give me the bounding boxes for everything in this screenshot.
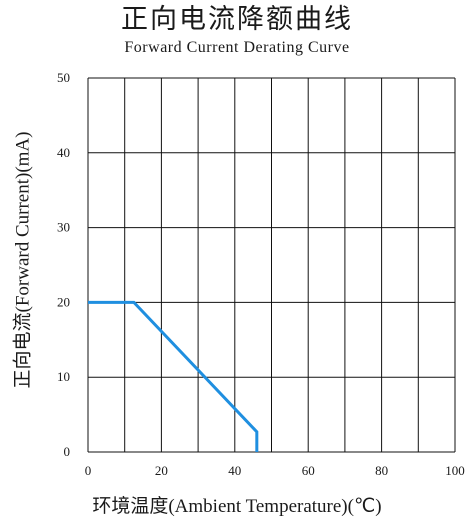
x-tick-label: 40 [228,463,241,478]
x-axis-label: 环境温度(Ambient Temperature)(℃) [92,496,382,517]
series-group [88,300,259,452]
series-line [88,300,259,452]
x-tick-label: 20 [155,463,168,478]
x-tick-label: 0 [85,463,92,478]
chart-subtitle: Forward Current Derating Curve [124,39,350,56]
x-tick-label: 100 [445,463,465,478]
y-tick-label: 0 [64,444,71,459]
y-tick-label: 10 [57,369,70,384]
x-tick-label: 80 [375,463,388,478]
x-tick-label: 60 [302,463,315,478]
y-tick-label: 20 [57,294,70,309]
y-tick-label: 40 [57,145,70,160]
grid [87,77,456,453]
y-tick-labels: 0 10 20 30 40 50 [57,70,70,459]
y-tick-label: 50 [57,70,70,85]
y-tick-label: 30 [57,220,70,235]
chart-title: 正向电流降额曲线 [121,4,353,35]
x-tick-labels: 0 20 40 60 80 100 [85,463,465,478]
